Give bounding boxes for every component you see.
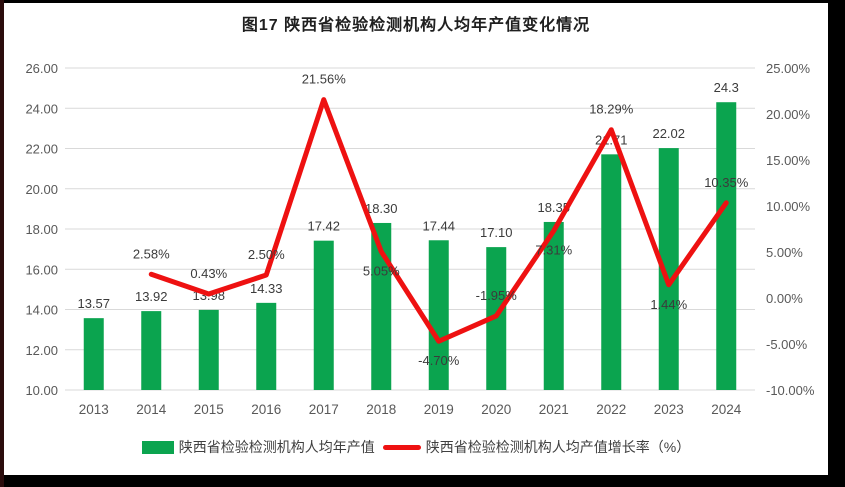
bar-value-label: 13.57 — [77, 296, 110, 311]
line-series-legend-label: 陕西省检验检测机构人均产值增长率（%） — [425, 439, 691, 455]
legend-item-bar-series: 陕西省检验检测机构人均年产值 — [141, 437, 375, 457]
chart-legend: 陕西省检验检测机构人均年产值 陕西省检验检测机构人均产值增长率（%） — [4, 437, 828, 457]
x-axis-label: 2020 — [481, 402, 511, 417]
line-value-label: -1.95% — [476, 288, 518, 303]
left-axis-tick-label: 26.00 — [25, 61, 58, 76]
x-axis-label: 2014 — [136, 402, 167, 417]
right-axis-tick-label: 10.00% — [766, 199, 811, 214]
line-value-label: 0.43% — [190, 266, 227, 281]
bar-value-label: 17.10 — [480, 225, 513, 240]
bar-2024 — [716, 102, 737, 391]
line-value-label: 21.56% — [302, 72, 347, 87]
bar-value-label: 14.33 — [250, 281, 283, 296]
left-axis-tick-label: 24.00 — [25, 101, 58, 116]
right-axis-tick-label: 25.00% — [766, 61, 811, 76]
left-border-strip — [0, 0, 4, 487]
left-axis-tick-label: 12.00 — [25, 343, 58, 358]
bar-series-legend-label: 陕西省检验检测机构人均年产值 — [178, 439, 375, 455]
left-axis-tick-label: 22.00 — [25, 142, 58, 157]
left-axis-tick-label: 10.00 — [25, 383, 58, 398]
x-axis-label: 2017 — [309, 402, 339, 417]
bar-2014 — [141, 311, 162, 390]
bar-2017 — [313, 240, 334, 390]
line-value-label: 7.31% — [535, 243, 572, 258]
bar-value-label: 18.35 — [537, 200, 570, 215]
line-series-swatch — [382, 444, 421, 450]
x-axis-label: 2019 — [424, 402, 454, 417]
left-axis-tick-label: 14.00 — [25, 303, 58, 318]
right-axis-tick-label: 0.00% — [766, 291, 803, 306]
x-axis-label: 2024 — [711, 402, 742, 417]
bar-2019 — [428, 240, 449, 390]
bar-2018 — [371, 222, 392, 390]
line-value-label: 2.50% — [248, 247, 285, 262]
bar-2023 — [658, 148, 679, 390]
bar-value-label: 24.3 — [714, 80, 739, 95]
left-axis-tick-label: 16.00 — [25, 262, 58, 277]
right-axis-tick-label: 15.00% — [766, 153, 811, 168]
right-axis-tick-label: 20.00% — [766, 107, 811, 122]
bar-value-label: 17.44 — [422, 218, 455, 233]
x-axis-label: 2022 — [596, 402, 626, 417]
right-axis-tick-label: -5.00% — [766, 337, 808, 352]
bar-value-label: 18.30 — [365, 201, 398, 216]
x-axis-label: 2015 — [194, 402, 224, 417]
line-value-label: 10.35% — [704, 175, 749, 190]
bar-value-label: 22.02 — [652, 126, 685, 141]
chart-page — [4, 3, 828, 475]
x-axis-label: 2021 — [539, 402, 569, 417]
bar-2021 — [543, 221, 564, 390]
bar-series-swatch — [141, 440, 174, 454]
bar-2015 — [198, 309, 219, 390]
right-axis-tick-label: 5.00% — [766, 245, 803, 260]
x-axis-label: 2016 — [251, 402, 281, 417]
x-axis-label: 2018 — [366, 402, 396, 417]
line-value-label: 5.05% — [363, 264, 400, 279]
left-axis-tick-label: 20.00 — [25, 182, 58, 197]
growth-rate-line — [148, 97, 729, 344]
legend-item-line-series: 陕西省检验检测机构人均产值增长率（%） — [382, 437, 691, 457]
chart-title: 图17 陕西省检验检测机构人均年产值变化情况 — [241, 17, 591, 34]
line-value-label: 2.58% — [133, 246, 170, 261]
line-value-label: 18.29% — [589, 102, 634, 117]
bar-2013 — [83, 318, 104, 390]
right-axis-tick-label: -10.00% — [766, 383, 815, 398]
x-axis-label: 2013 — [79, 402, 109, 417]
bar-value-label: 13.92 — [135, 289, 168, 304]
line-value-label: 1.44% — [650, 297, 687, 312]
line-value-label: -4.70% — [418, 353, 460, 368]
x-axis-label: 2023 — [654, 402, 684, 417]
left-axis-tick-label: 18.00 — [25, 222, 58, 237]
bar-2016 — [256, 302, 277, 390]
bar-2022 — [601, 154, 622, 390]
bar-value-label: 17.42 — [307, 219, 340, 234]
